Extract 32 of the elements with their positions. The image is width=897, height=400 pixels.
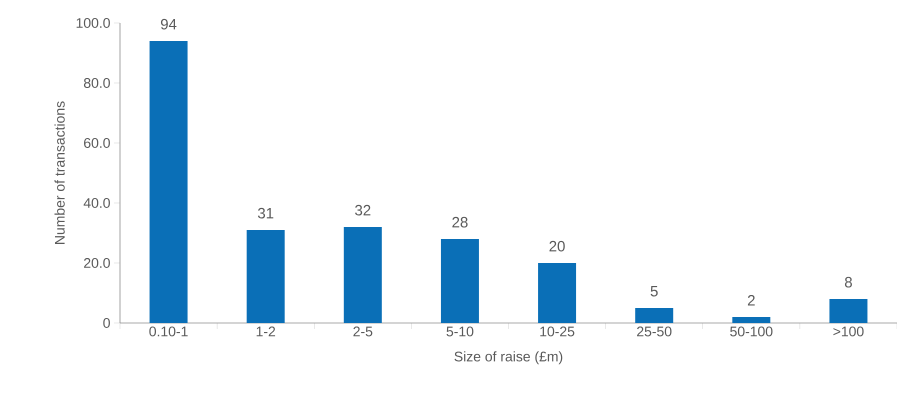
y-tick-label: 100.0	[76, 18, 110, 28]
data-label: 31	[258, 208, 274, 218]
x-tick-label: >100	[833, 326, 864, 336]
data-label: 2	[748, 295, 755, 306]
bar	[440, 238, 479, 323]
y-tick-label: 40.0	[84, 198, 110, 208]
x-tick-label: 0.10-1	[149, 326, 188, 336]
bar	[344, 226, 382, 323]
y-tick-label: 60.0	[84, 138, 110, 148]
y-tick-label: 0	[103, 318, 110, 328]
x-tick-label: 2-5	[353, 326, 372, 336]
bar	[150, 40, 188, 323]
data-label: 5	[650, 286, 658, 296]
data-label: 20	[550, 240, 565, 252]
y-tick-label: 80.0	[84, 78, 110, 88]
x-tick-label: 10-25	[540, 326, 574, 336]
data-label: 32	[355, 204, 370, 216]
data-label: 94	[160, 18, 176, 30]
y-axis-title: Number of transactions	[54, 101, 65, 244]
bar	[635, 308, 674, 323]
x-tick-label: 5-10	[446, 326, 474, 336]
bar	[538, 263, 576, 323]
y-tick-label: 20.0	[84, 258, 110, 268]
x-axis-title: Size of raise (£m)	[454, 351, 562, 364]
data-label: 28	[452, 216, 468, 228]
x-tick-label: 50-100	[730, 326, 772, 336]
x-tick-label: 1-2	[256, 326, 276, 336]
bar	[829, 299, 868, 323]
bar	[246, 230, 285, 323]
data-label: 8	[844, 276, 852, 288]
x-tick-label: 25-50	[637, 326, 672, 336]
bar	[732, 317, 770, 323]
